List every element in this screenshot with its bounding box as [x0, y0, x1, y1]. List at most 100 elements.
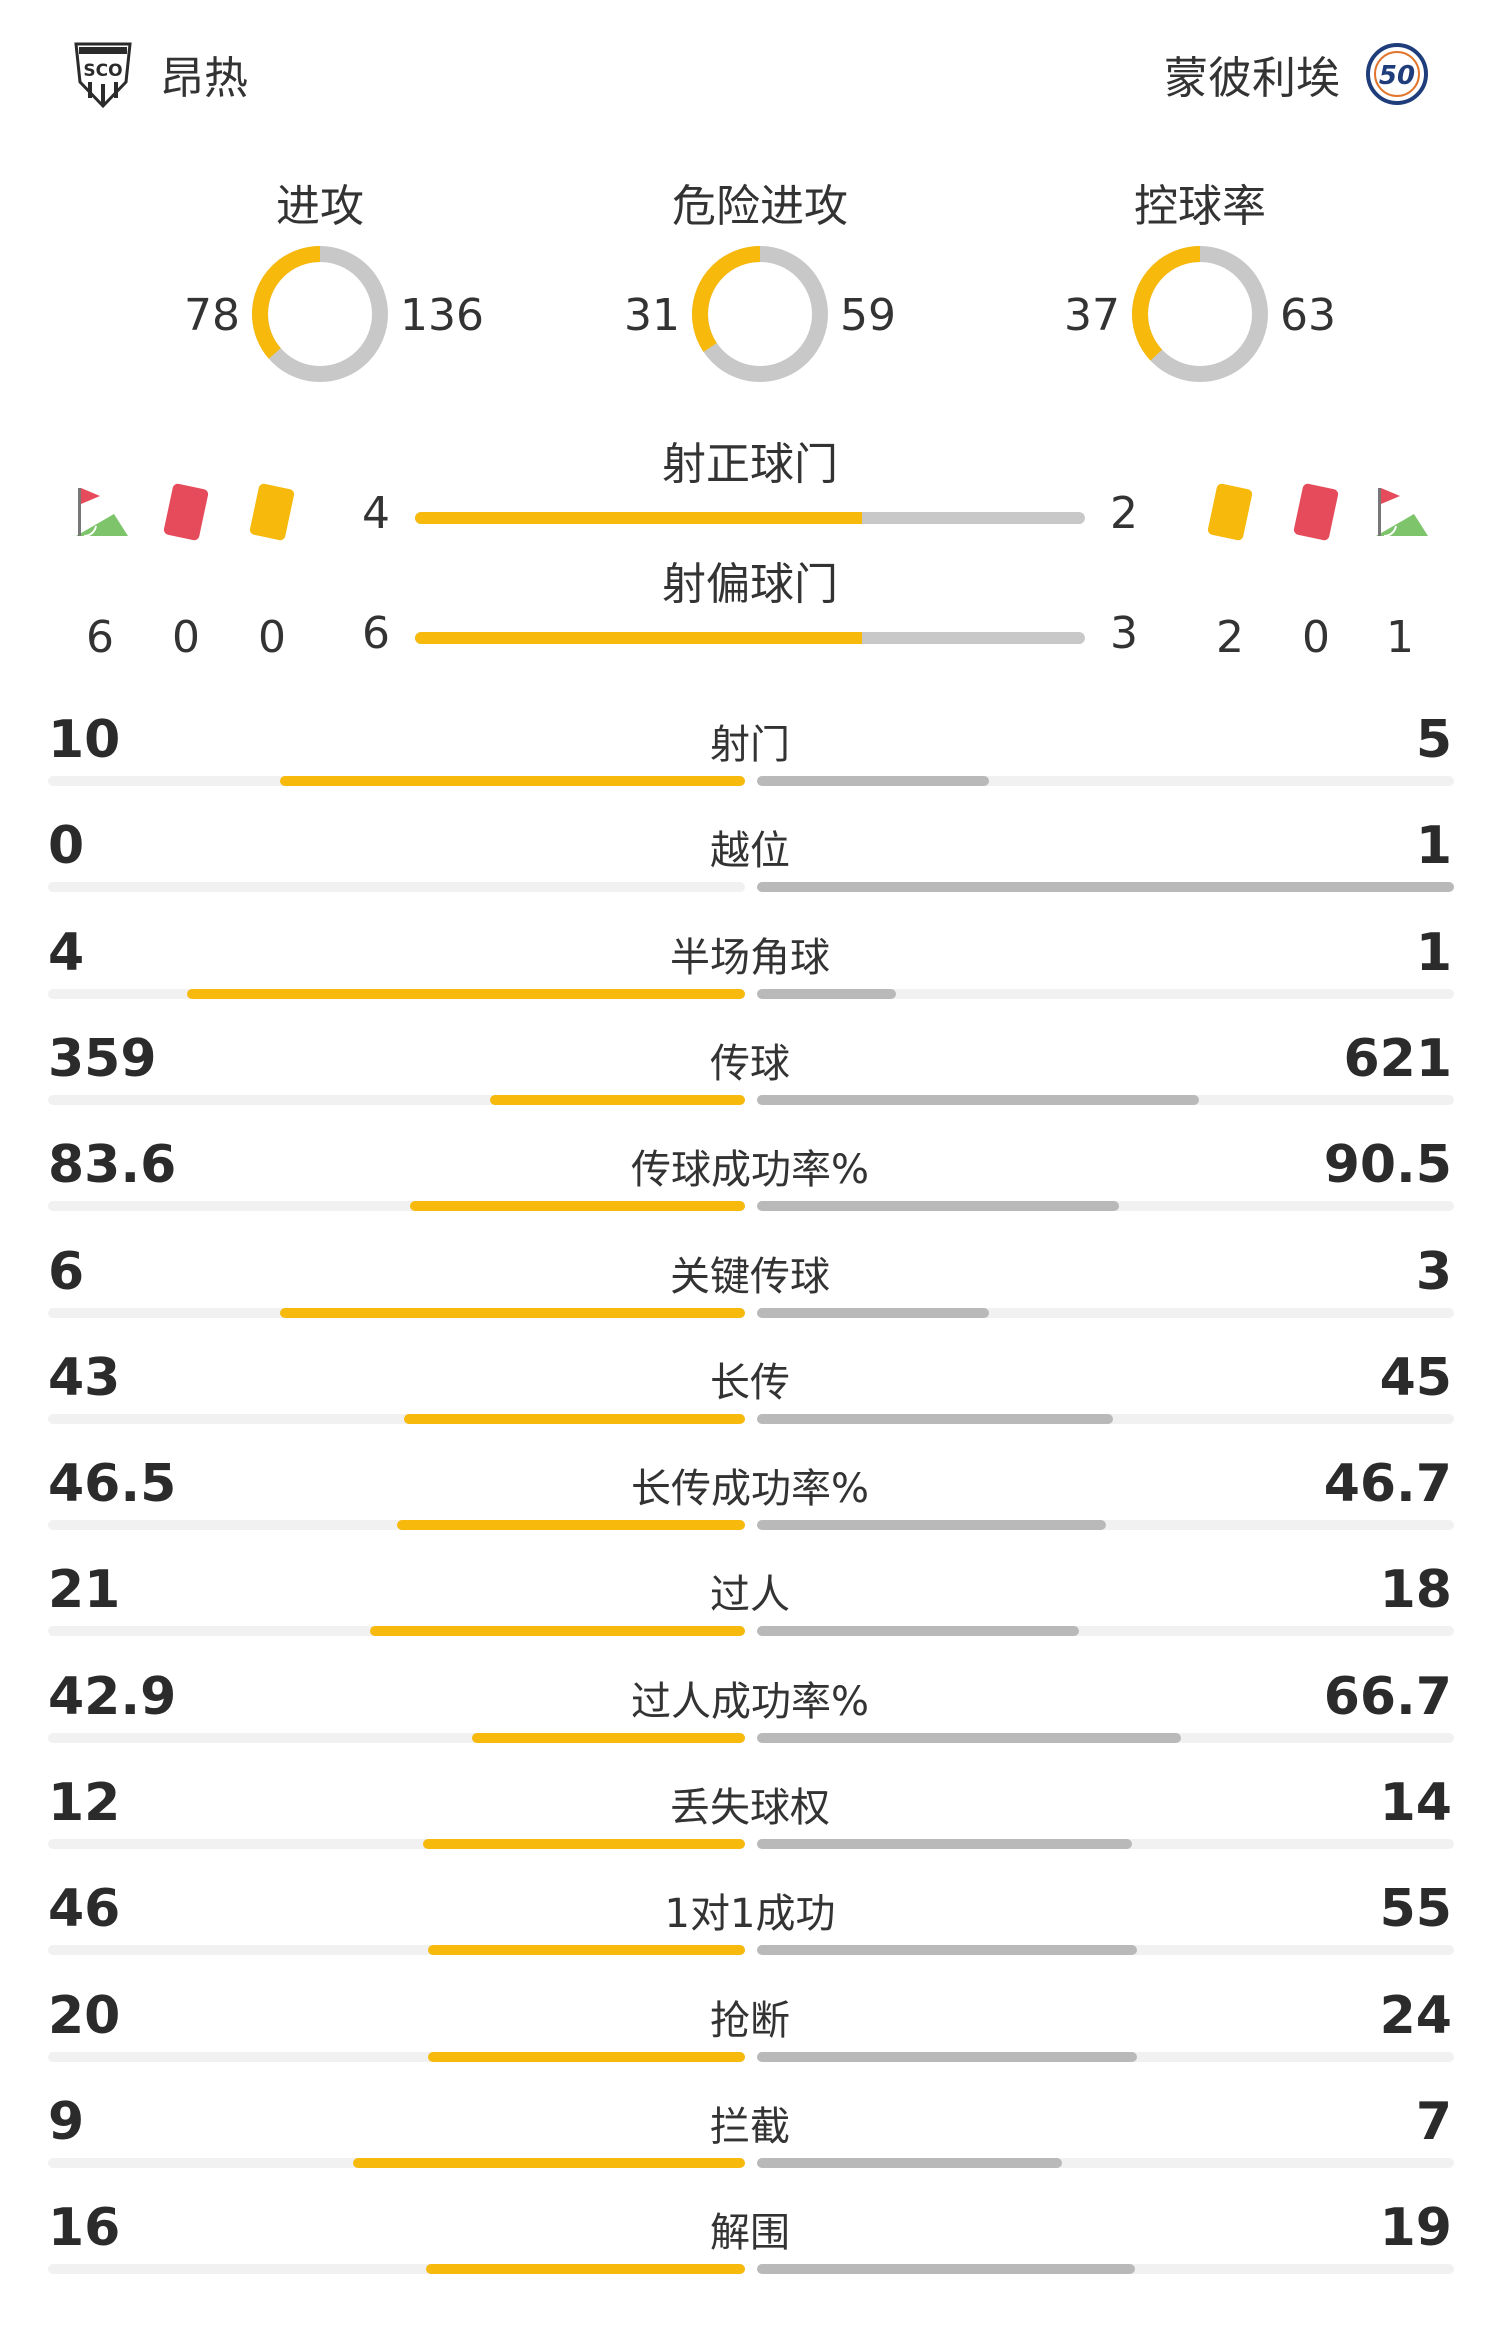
- away-team[interactable]: 蒙彼利埃 50: [1164, 38, 1430, 110]
- stat-home-value: 6: [48, 1241, 85, 1302]
- stat-home-track: [48, 1839, 745, 1849]
- stat-away-track: [757, 1945, 1454, 1956]
- stat-away-bar: [757, 1094, 1199, 1105]
- match-header: SCO 昂热 蒙彼利埃 50: [0, 0, 1500, 150]
- shots-on-target-away: 2: [1110, 488, 1138, 539]
- stat-home-bar: [426, 2264, 745, 2275]
- stat-away-value: 1: [1415, 922, 1452, 983]
- shots-on-target-label: 射正球门: [662, 439, 838, 490]
- stat-away-track: [757, 1626, 1454, 1637]
- stat-label: 过人: [710, 1572, 790, 1619]
- stat-home-track: [48, 1626, 745, 1637]
- stat-away-track: [757, 1201, 1454, 1212]
- stat-home-track: [48, 988, 745, 999]
- stat-away-bar: [757, 2264, 1135, 2275]
- shots-on-target-bar: [415, 512, 1085, 524]
- shots-off-target-away: 3: [1110, 608, 1138, 659]
- stat-home-bar: [353, 2157, 745, 2168]
- stat-home-bar: [280, 1307, 745, 1318]
- stat-away-value: 66.7: [1323, 1666, 1452, 1727]
- shots-off-target-label: 射偏球门: [662, 559, 838, 610]
- home-team-name: 昂热: [160, 53, 248, 104]
- home-logo-text: SCO: [83, 61, 122, 81]
- stat-away-bar: [757, 2157, 1062, 2168]
- away-corners: 1: [1386, 612, 1414, 663]
- red-card-icon: [1286, 478, 1346, 548]
- stat-away-track: [757, 1094, 1454, 1105]
- shots-on-target-home: 4: [362, 488, 390, 539]
- stat-label: 解围: [710, 2210, 790, 2257]
- away-logo-text: 50: [1379, 61, 1415, 91]
- stat-away-value: 1: [1415, 816, 1452, 877]
- shots-off-target-home: 6: [362, 608, 390, 659]
- donut-label: 控球率: [1134, 181, 1266, 232]
- stat-away-bar: [757, 2051, 1137, 2062]
- stat-label: 长传: [710, 1359, 790, 1406]
- stat-away-track: [757, 1839, 1454, 1849]
- stat-home-value: 16: [48, 2198, 121, 2259]
- stat-away-bar: [757, 988, 896, 999]
- stat-row: 20 抢断 24: [0, 1982, 1500, 2088]
- stat-away-track: [757, 776, 1454, 786]
- stat-row: 6 关键传球 3: [0, 1238, 1500, 1344]
- donut-home-value: 78: [184, 290, 240, 341]
- stat-home-track: [48, 1732, 745, 1743]
- stat-away-bar: [757, 1732, 1181, 1743]
- stat-away-value: 14: [1379, 1773, 1452, 1833]
- donut-home-arc: [252, 246, 388, 382]
- stat-label: 射门: [710, 722, 790, 768]
- stat-away-track: [757, 1732, 1454, 1743]
- stat-home-bar: [410, 1201, 745, 1212]
- stat-home-bar: [370, 1626, 745, 1637]
- stat-home-value: 9: [48, 2091, 85, 2152]
- away-red-cards: 0: [1302, 612, 1330, 663]
- stat-home-value: 43: [48, 1347, 121, 1408]
- donut-home-value: 37: [1064, 290, 1120, 341]
- home-corners: 6: [86, 612, 114, 663]
- stat-away-value: 55: [1379, 1879, 1452, 1940]
- donut-away-value: 59: [840, 290, 896, 341]
- stat-home-bar: [280, 776, 745, 786]
- stat-label: 越位: [710, 828, 790, 875]
- yellow-card-icon: [242, 478, 302, 548]
- stat-away-value: 24: [1379, 1985, 1452, 2046]
- stat-home-track: [48, 1201, 745, 1212]
- stat-away-track: [757, 1520, 1454, 1531]
- donut-stat: 控球率 37 63: [980, 170, 1420, 410]
- stat-away-track: [757, 1307, 1454, 1318]
- home-team[interactable]: SCO 昂热: [70, 38, 248, 110]
- stat-home-bar: [423, 1839, 745, 1849]
- stat-label: 传球: [710, 1040, 790, 1087]
- stat-away-bar: [757, 1201, 1119, 1212]
- stat-row: 9 拦截 7: [0, 2088, 1500, 2194]
- stat-away-value: 46.7: [1323, 1454, 1452, 1515]
- donut-away-value: 63: [1280, 290, 1336, 341]
- stat-row: 16 解围 19: [0, 2194, 1500, 2300]
- donut-ring: [252, 246, 388, 382]
- stat-home-value: 359: [48, 1028, 157, 1089]
- stat-away-track: [757, 988, 1454, 999]
- stat-label: 拦截: [710, 2103, 790, 2150]
- stat-away-bar: [757, 1413, 1113, 1424]
- stat-row: 46.5 长传成功率% 46.7: [0, 1450, 1500, 1556]
- stat-away-bar: [757, 1945, 1137, 1956]
- donut-ring: [1132, 246, 1268, 382]
- stat-row: 359 传球 621: [0, 1025, 1500, 1131]
- stat-away-value: 5: [1415, 710, 1452, 770]
- stat-home-track: [48, 1945, 745, 1956]
- shots-off-target: 射偏球门 6 3: [0, 548, 1500, 668]
- stat-away-value: 621: [1343, 1028, 1452, 1089]
- stat-row: 12 丢失球权 14: [0, 1769, 1500, 1875]
- stat-row: 83.6 传球成功率% 90.5: [0, 1131, 1500, 1237]
- stat-away-track: [757, 2157, 1454, 2168]
- stat-row: 21 过人 18: [0, 1556, 1500, 1662]
- stat-away-bar: [757, 1626, 1079, 1637]
- corner-flag-icon: [70, 478, 130, 548]
- home-red-cards: 0: [172, 612, 200, 663]
- yellow-card-icon: [1200, 478, 1260, 548]
- stat-row: 4 半场角球 1: [0, 919, 1500, 1025]
- stat-away-track: [757, 1413, 1454, 1424]
- stat-home-bar: [428, 2051, 745, 2062]
- stat-home-track: [48, 776, 745, 786]
- stat-home-value: 20: [48, 1985, 121, 2046]
